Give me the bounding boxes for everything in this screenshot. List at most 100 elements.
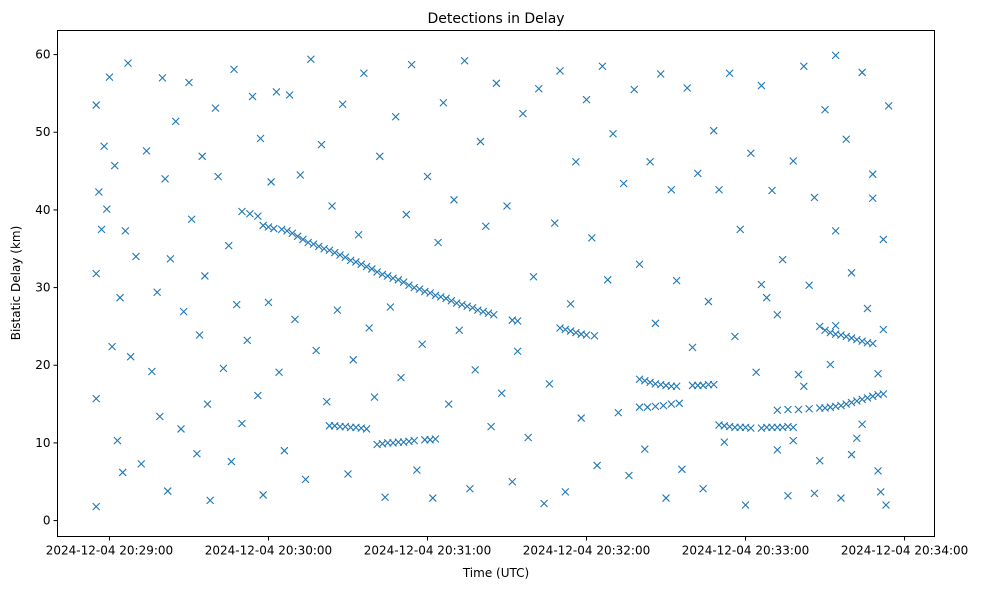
data-point <box>227 457 236 466</box>
data-point <box>847 268 856 277</box>
data-point <box>590 331 599 340</box>
data-point <box>415 285 424 294</box>
data-point <box>484 309 493 318</box>
data-point <box>179 307 188 316</box>
y-axis-ticks: 0 10 20 30 40 50 60 <box>35 48 58 528</box>
data-point <box>444 400 453 408</box>
data-point <box>362 262 371 271</box>
data-point <box>837 494 845 502</box>
data-point <box>100 142 109 151</box>
data-point <box>468 303 477 312</box>
data-point <box>344 470 352 478</box>
y-tick-label: 0 <box>43 514 51 528</box>
y-axis-label: Bistatic Delay (km) <box>9 226 23 341</box>
data-point <box>352 258 360 266</box>
data-point <box>826 360 835 369</box>
x-tick-label: 2024-12-04 20:30:00 <box>205 544 332 558</box>
data-point <box>463 302 472 311</box>
data-point <box>561 325 570 334</box>
data-point <box>640 376 649 385</box>
data-point <box>884 101 893 110</box>
data-point <box>831 321 840 330</box>
x-tick-label: 2024-12-04 20:34:00 <box>841 544 968 558</box>
data-point <box>784 405 792 414</box>
data-point <box>656 70 665 78</box>
data-point <box>672 382 681 391</box>
data-point <box>550 219 559 228</box>
data-point <box>92 502 101 511</box>
data-point <box>784 491 792 500</box>
x-axis-label: Time (UTC) <box>462 566 529 580</box>
data-point <box>513 347 522 356</box>
data-point <box>110 161 119 170</box>
data-point <box>709 380 718 389</box>
data-point <box>662 494 670 502</box>
data-point <box>328 202 336 210</box>
data-point <box>394 275 403 284</box>
data-point <box>206 496 215 505</box>
data-point <box>847 334 856 342</box>
data-point <box>635 260 644 269</box>
data-point <box>389 274 397 283</box>
data-point <box>842 332 851 341</box>
data-point <box>476 137 485 146</box>
data-point <box>232 300 241 309</box>
data-point <box>314 242 323 251</box>
data-point <box>736 225 745 234</box>
data-point <box>863 304 872 313</box>
data-point <box>577 414 586 422</box>
data-point <box>789 423 798 432</box>
data-point <box>566 299 575 308</box>
data-point <box>768 186 776 195</box>
data-point <box>275 368 283 377</box>
data-point <box>625 471 633 480</box>
data-point <box>155 412 164 421</box>
data-point <box>752 368 761 377</box>
data-point <box>116 293 124 302</box>
data-point <box>858 68 867 77</box>
y-tick-label: 20 <box>35 358 50 372</box>
data-point <box>863 393 872 402</box>
data-point <box>280 446 289 455</box>
data-point <box>519 109 527 118</box>
data-point <box>635 375 644 384</box>
data-point <box>619 179 628 188</box>
data-point <box>426 289 435 297</box>
data-point <box>799 382 808 391</box>
data-point <box>699 484 708 493</box>
data-point <box>725 69 734 78</box>
data-point <box>230 65 238 74</box>
data-point <box>185 78 193 87</box>
data-point <box>283 226 291 235</box>
data-point <box>193 449 201 458</box>
data-point <box>349 355 358 364</box>
data-point <box>341 253 350 262</box>
data-point <box>410 436 419 445</box>
data-point <box>847 450 856 459</box>
data-point <box>126 352 135 361</box>
data-point <box>473 306 482 314</box>
data-point <box>455 326 464 335</box>
data-point <box>224 241 233 250</box>
y-tick-label: 50 <box>35 125 50 139</box>
data-point <box>381 493 389 502</box>
data-point <box>794 405 803 414</box>
x-axis-ticks: 2024-12-04 20:29:00 2024-12-04 20:30:00 20… <box>46 536 968 558</box>
data-point <box>731 332 739 341</box>
data-point <box>243 336 252 345</box>
data-point <box>640 445 649 454</box>
data-point <box>572 157 580 166</box>
data-point <box>481 222 490 231</box>
data-point <box>309 240 318 248</box>
data-point <box>431 435 440 443</box>
data-point <box>678 465 686 474</box>
data-point <box>291 315 299 324</box>
data-point <box>746 424 755 433</box>
data-point <box>121 226 130 235</box>
data-point <box>471 366 480 374</box>
y-tick-label: 60 <box>35 48 50 62</box>
data-point <box>370 393 379 401</box>
data-point <box>587 233 596 242</box>
data-point <box>582 95 591 104</box>
data-point <box>842 400 851 408</box>
